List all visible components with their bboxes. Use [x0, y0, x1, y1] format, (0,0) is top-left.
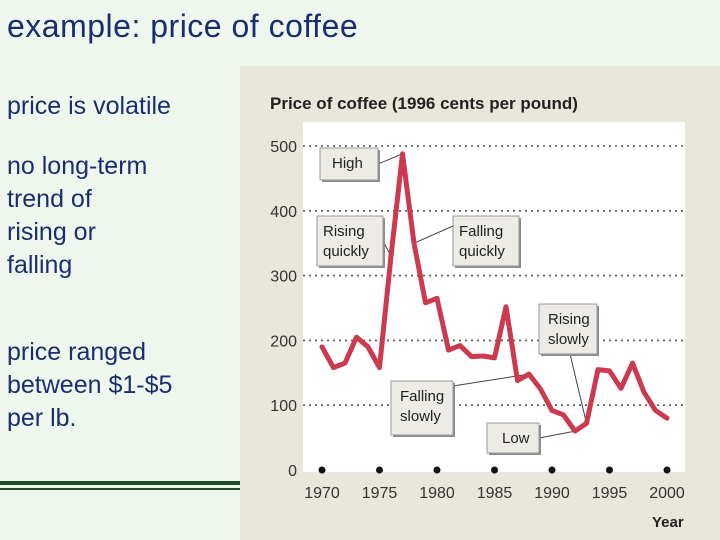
annotation-leader-line: [569, 353, 587, 424]
annotation-box: [486, 422, 540, 454]
x-tick-label: 1980: [419, 485, 455, 502]
slide-title: example: price of coffee: [7, 8, 359, 44]
annotation-box: [319, 147, 379, 181]
x-axis-label: Year: [652, 514, 684, 531]
annotation-leader-line: [413, 225, 454, 244]
x-tick-mark: [376, 466, 383, 474]
divider-rule-thick: [0, 481, 242, 485]
y-tick-label: 0: [288, 463, 297, 480]
annotation-box: [538, 303, 598, 355]
annotation-label: Rising quickly: [323, 223, 369, 260]
chart-panel: Price of coffee (1996 cents per pound) 0…: [240, 66, 720, 540]
x-tick-label: 1975: [362, 485, 398, 502]
y-tick-label: 200: [270, 333, 297, 350]
bullet-volatile: price is volatile: [7, 92, 171, 120]
annotation-label: High: [332, 155, 363, 172]
x-tick-mark: [548, 466, 556, 474]
bullet-price-range: price ranged between $1-$5 per lb.: [7, 338, 173, 432]
x-tick-mark: [318, 466, 326, 474]
annotation-box: [316, 215, 384, 267]
x-tick-mark: [433, 466, 441, 474]
x-tick-label: 1970: [304, 485, 340, 502]
x-tick-label: 1985: [477, 485, 513, 502]
annotation-leader-line: [377, 153, 403, 165]
x-tick-label: 1995: [592, 485, 628, 502]
x-tick-label: 1990: [534, 485, 570, 502]
coffee-price-chart: Price of coffee (1996 cents per pound) 0…: [270, 94, 685, 531]
coffee-price-series-line: [319, 151, 670, 434]
annotation-label: Low: [502, 430, 530, 447]
x-tick-mark: [606, 466, 613, 474]
annotation-leader-line: [538, 430, 576, 439]
annotation-label: Falling quickly: [459, 223, 505, 260]
y-tick-label: 500: [270, 139, 297, 156]
y-tick-label: 300: [270, 269, 297, 286]
annotation-box: [390, 380, 454, 436]
bullet-no-trend: no long-term trend of rising or falling: [7, 152, 148, 279]
y-tick-label: 100: [270, 398, 297, 415]
annotation-label: Falling slowly: [400, 388, 444, 425]
x-tick-mark: [491, 466, 498, 474]
divider-rule-thin: [0, 488, 242, 490]
annotation-label: Rising slowly: [548, 311, 590, 348]
y-tick-label: 400: [270, 204, 297, 221]
x-tick-mark: [663, 466, 671, 474]
annotation-box: [452, 215, 520, 267]
chart-title: Price of coffee (1996 cents per pound): [270, 94, 578, 113]
x-tick-label: 2000: [649, 485, 685, 502]
